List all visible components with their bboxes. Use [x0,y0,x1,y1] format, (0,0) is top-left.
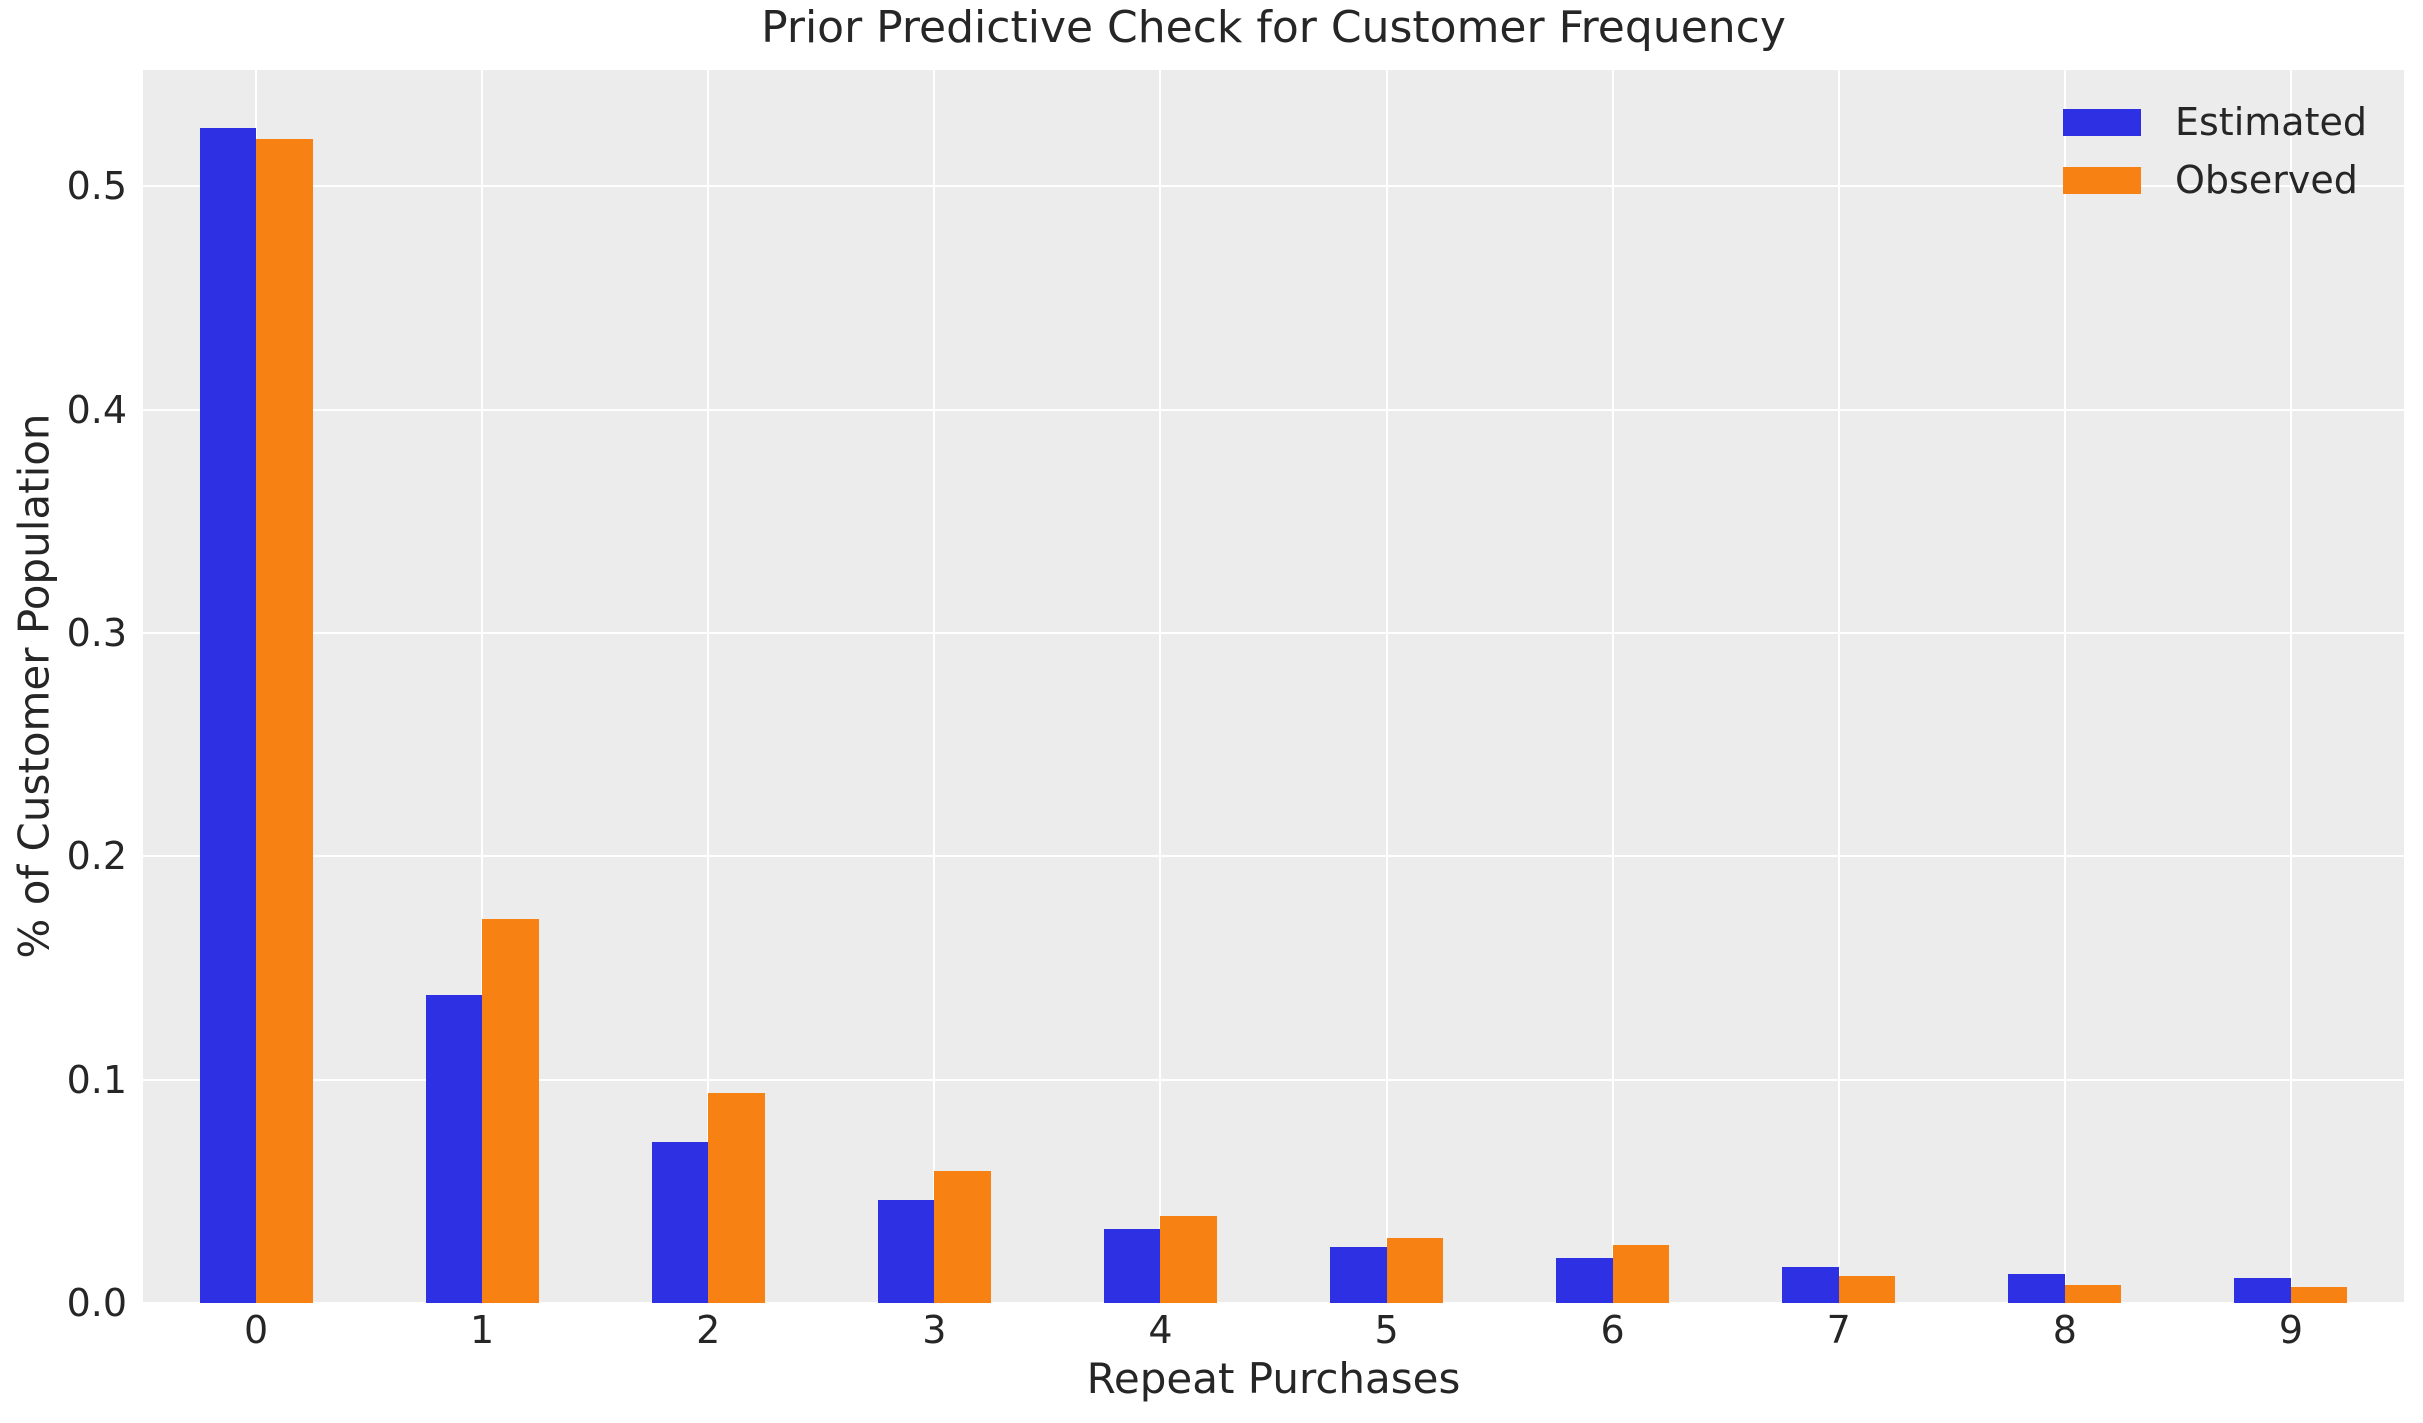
vertical-gridline [1837,70,1840,1303]
estimated-bar [651,1142,709,1303]
x-tick-label: 0 [243,1308,269,1352]
vertical-gridline [933,70,936,1303]
y-tick-label: 0.0 [66,1281,127,1325]
y-tick-label: 0.1 [66,1057,127,1102]
horizontal-gridline [143,1078,2404,1081]
x-tick-label: 4 [1148,1308,1173,1352]
legend: Estimated Observed [2063,93,2367,209]
vertical-gridline [2063,70,2066,1303]
x-tick-label: 8 [2052,1308,2077,1352]
x-tick-label: 2 [696,1308,721,1352]
x-axis-label: Repeat Purchases [1086,1354,1461,1403]
legend-label-observed: Observed [2175,158,2358,202]
x-tick-label: 3 [922,1308,947,1352]
x-tick-label: 6 [1600,1308,1625,1352]
plot-area [143,70,2404,1304]
observed-bar [1838,1276,1896,1303]
y-tick-label: 0.4 [66,387,127,432]
vertical-gridline [1159,70,1162,1303]
estimated-bar [1330,1247,1387,1303]
observed-bar [2290,1287,2348,1303]
vertical-gridline [707,70,710,1303]
horizontal-gridline [143,631,2404,634]
vertical-gridline [1385,70,1388,1303]
vertical-gridline [1611,70,1614,1303]
observed-bar [708,1093,765,1303]
legend-label-estimated: Estimated [2175,100,2367,144]
observed-bar [2064,1285,2122,1303]
horizontal-gridline [143,408,2404,411]
horizontal-gridline [143,855,2404,858]
x-tick-label: 5 [1374,1308,1399,1352]
estimated-bar [1103,1229,1161,1303]
horizontal-gridline [143,1302,2404,1304]
x-tick-label: 7 [1826,1308,1851,1352]
legend-item-estimated: Estimated [2063,93,2367,151]
x-tick-label: 1 [470,1308,495,1352]
observed-bar [482,918,539,1303]
observed-bar [1386,1238,1444,1303]
y-tick-label: 0.2 [66,834,127,879]
estimated-bar [877,1200,935,1303]
chart-title: Prior Predictive Check for Customer Freq… [761,2,1786,53]
estimated-bar [425,994,483,1303]
observed-swatch-icon [2063,166,2141,194]
x-tick-label: 9 [2278,1308,2304,1352]
horizontal-gridline [143,185,2404,188]
y-axis-label: % of Customer Population [9,413,59,959]
estimated-bar [2008,1273,2065,1303]
legend-item-observed: Observed [2063,151,2367,209]
observed-bar [1612,1244,1670,1303]
estimated-swatch-icon [2063,108,2141,136]
estimated-bar [1556,1258,1613,1303]
y-tick-label: 0.5 [66,164,127,209]
estimated-bar [1782,1267,1839,1303]
vertical-gridline [481,70,484,1303]
estimated-bar [199,128,257,1303]
observed-bar [934,1171,991,1303]
observed-bar [1160,1215,1217,1303]
observed-bar [256,139,313,1303]
vertical-gridline [2289,70,2292,1303]
y-tick-label: 0.3 [66,610,127,655]
estimated-bar [2234,1278,2291,1303]
